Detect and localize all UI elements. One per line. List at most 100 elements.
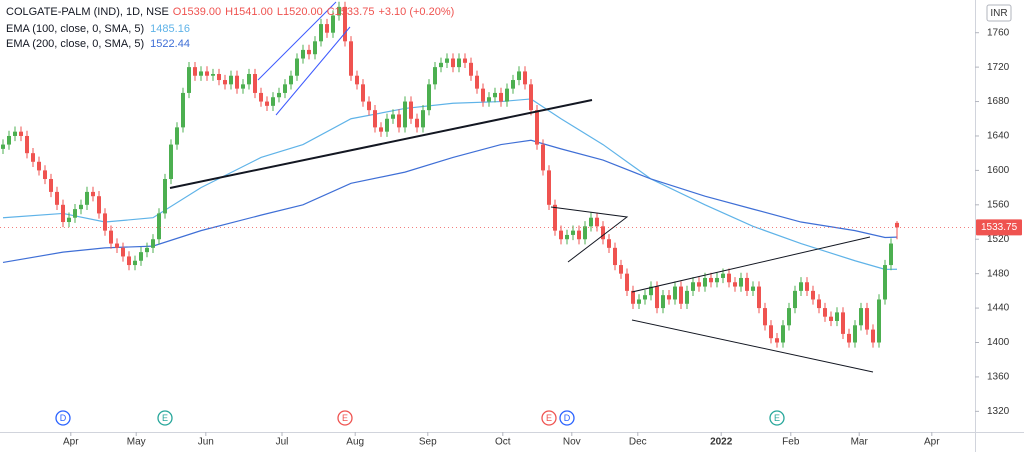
ohlc-value: O1539.00: [173, 6, 221, 18]
candle-body: [709, 277, 713, 283]
candle-body: [379, 127, 383, 132]
candle-body: [67, 217, 71, 223]
last-price-label: 1533.75: [981, 222, 1018, 233]
candle-body: [697, 282, 701, 287]
candle-body: [193, 67, 197, 76]
candle-body: [751, 286, 755, 291]
candle-body: [505, 88, 509, 102]
legend: COLGATE-PALM (IND), 1D, NSE O1539.00 H1541…: [6, 6, 454, 50]
last-price-box: [976, 219, 1022, 236]
candle-body: [109, 230, 113, 244]
candle-body: [661, 295, 665, 309]
y-tick-label: 1560: [987, 199, 1010, 210]
candle-body: [169, 144, 173, 179]
ema-line: [2, 139, 898, 264]
candle-body: [841, 312, 845, 334]
candle-body: [487, 97, 491, 102]
y-tick-label: 1760: [987, 27, 1010, 38]
candle-body: [553, 204, 557, 231]
event-badge: [769, 410, 785, 426]
candle-body: [763, 308, 767, 326]
candle-body: [817, 299, 821, 309]
candle-body: [625, 273, 629, 291]
candle-body: [7, 135, 11, 145]
candle-body: [457, 58, 461, 68]
event-label: D: [564, 413, 571, 423]
candle-body: [55, 191, 59, 205]
symbol: COLGATE-PALM (IND), 1D, NSE: [6, 6, 169, 18]
candle-body: [787, 308, 791, 326]
legend-name: EMA (200, close, 0, SMA, 5): [6, 38, 144, 50]
event-badge: [55, 410, 71, 426]
candle-body: [673, 286, 677, 300]
candle-body: [115, 243, 119, 248]
candle-body: [523, 71, 527, 85]
candle-body: [811, 290, 815, 300]
candle-body: [145, 247, 149, 253]
candle-body: [871, 329, 875, 343]
candle-body: [133, 260, 137, 266]
event-badge: [157, 410, 173, 426]
candle-body: [835, 312, 839, 321]
candle-body: [571, 230, 575, 235]
candle-body: [175, 127, 179, 145]
candle-body: [403, 101, 407, 128]
candle-body: [529, 84, 533, 111]
candle-body: [757, 286, 761, 309]
candle-body: [613, 247, 617, 266]
candle-body: [847, 333, 851, 343]
candle-body: [61, 204, 65, 223]
candle-body: [91, 191, 95, 197]
candle-body: [589, 217, 593, 227]
candle-body: [217, 74, 221, 81]
candle-body: [859, 308, 863, 326]
candle-body: [295, 58, 299, 76]
candle-body: [631, 290, 635, 304]
candle-body: [103, 213, 107, 231]
event-label: E: [342, 413, 348, 423]
candle-body: [1, 144, 5, 149]
wedge-line: [631, 319, 874, 373]
legend-value: 1485.16: [150, 23, 190, 35]
candle-body: [481, 88, 485, 102]
candle-body: [19, 131, 23, 136]
candle-body: [439, 62, 443, 68]
candle-body: [343, 6, 347, 42]
candle-body: [853, 325, 857, 343]
legend-entry: EMA (100, close, 0, SMA, 5) 1485.16: [6, 23, 190, 35]
x-tick-label: Nov: [563, 437, 581, 448]
candle-body: [199, 71, 203, 76]
x-tick-label: Mar: [851, 437, 869, 448]
candle-body: [493, 92, 497, 98]
candle-body: [691, 282, 695, 291]
candle-body: [355, 75, 359, 85]
candle-body: [469, 62, 473, 76]
y-tick-label: 1320: [987, 406, 1010, 417]
drawings: [169, 1, 874, 373]
currency: INR: [990, 8, 1007, 19]
triangle: [550, 206, 629, 263]
candle-body: [445, 58, 449, 63]
candle-body: [211, 74, 215, 76]
candle-body: [883, 265, 887, 300]
candle-body: [253, 74, 257, 93]
event-label: E: [774, 413, 780, 423]
x-tick-label: Oct: [495, 437, 511, 448]
candle-body: [277, 92, 281, 98]
candle-body: [775, 338, 779, 343]
x-tick-label: Feb: [782, 437, 800, 448]
candle-body: [241, 84, 245, 89]
candle-body: [781, 325, 785, 343]
candle-body: [727, 273, 731, 283]
candle-body: [619, 265, 623, 274]
candle-body: [685, 290, 689, 304]
event-label: E: [162, 413, 168, 423]
currency-box: [986, 4, 1012, 22]
candle-body: [265, 101, 269, 106]
candle-body: [127, 256, 131, 266]
y-tick-label: 1400: [987, 337, 1010, 348]
event-badge: [559, 410, 575, 426]
channel-line: [257, 1, 337, 81]
